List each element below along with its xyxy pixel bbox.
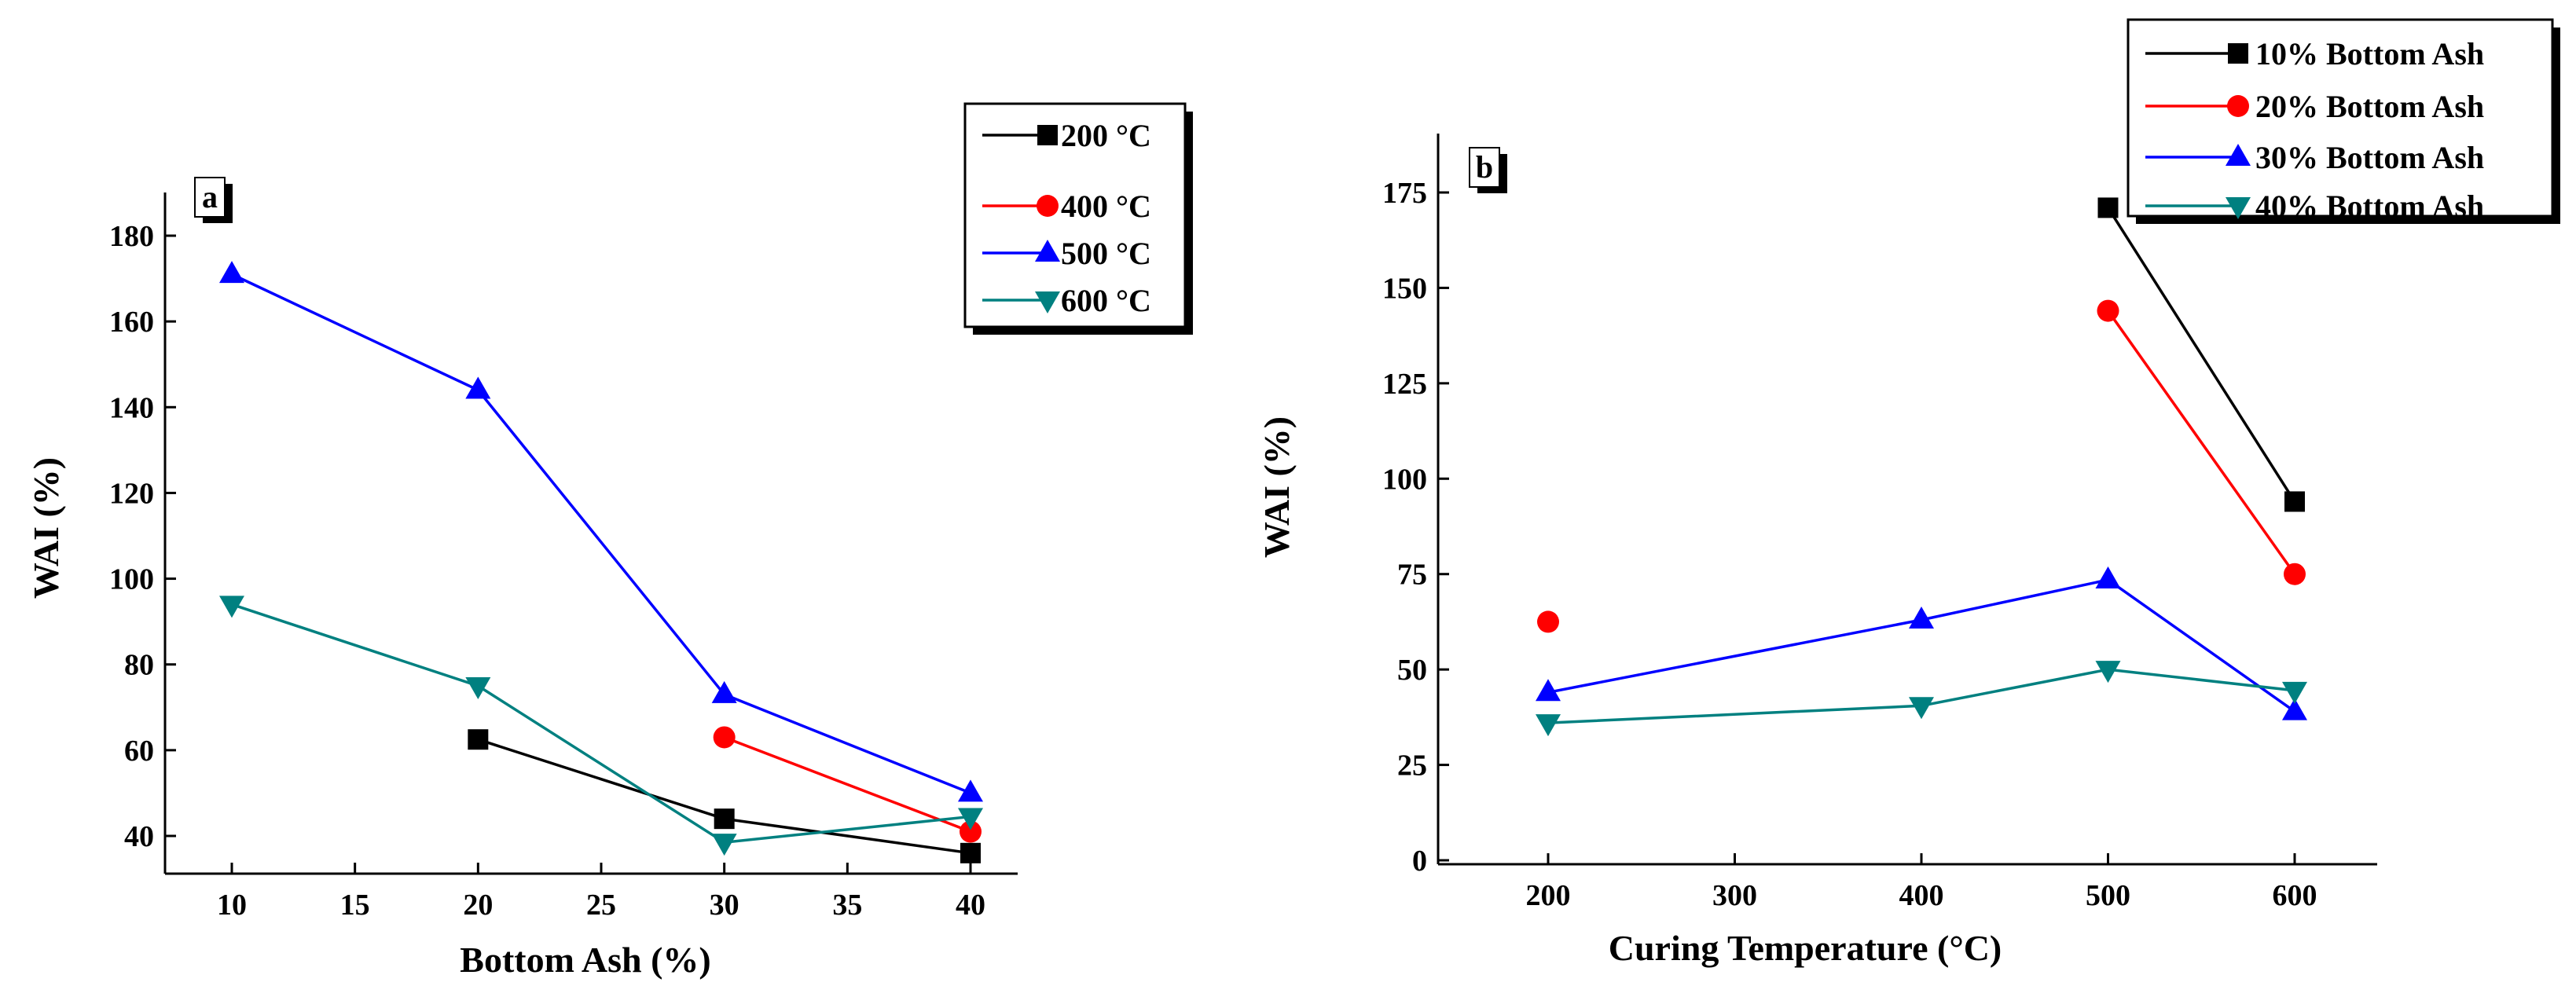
chart-a-legend-marker <box>1035 291 1060 313</box>
chart-b-y-tick-label: 50 <box>1397 654 1427 687</box>
chart-a-x-tick-label: 35 <box>832 889 862 922</box>
chart-b-y-tick-label: 150 <box>1382 272 1427 305</box>
chart-a-panel-label: a <box>202 179 218 214</box>
chart-b-plot: 0 25 50 75 100 125 150 175 200 300 400 500 600 <box>1382 134 2377 912</box>
chart-a-x-tick-label: 25 <box>586 889 616 922</box>
chart-a-x-tick-label: 30 <box>710 889 739 922</box>
chart-a-data-point <box>465 677 491 699</box>
chart-a-x-tick-label: 10 <box>217 889 247 922</box>
chart-a-y-tick-label: 120 <box>109 477 154 510</box>
chart-a-legend-marker <box>1035 240 1060 262</box>
chart-b-data-point <box>2095 661 2121 684</box>
chart-a-y-tick-label: 180 <box>109 220 154 253</box>
chart-a-data-point <box>465 376 491 399</box>
chart-a-legend-marker <box>1037 195 1059 217</box>
chart-b-legend-label: 20% Bottom Ash <box>2255 89 2484 124</box>
chart-b-legend-marker <box>2228 43 2248 64</box>
chart-b-data-point <box>2095 566 2121 588</box>
chart-a-series-line-3 <box>231 603 971 844</box>
chart-a-panel-label-box: a <box>194 177 233 223</box>
chart-a-y-axis-title: WAI (%) <box>26 457 66 599</box>
chart-a-data-point <box>960 842 981 863</box>
chart-b-series-line-3 <box>1547 668 2295 724</box>
chart-b-data-point <box>2282 681 2307 704</box>
chart-a-series-line-1 <box>724 735 971 834</box>
chart-b-y-tick-label: 100 <box>1382 463 1427 496</box>
chart-b-panel-label-box: b <box>1469 147 1507 193</box>
chart-b-series-line-0 <box>2107 207 2296 503</box>
chart-a-y-tick-label: 160 <box>109 306 154 339</box>
chart-a-legend: 200 °C 400 °C 500 °C 600 °C <box>963 102 1193 335</box>
chart-a-data-point <box>960 820 982 843</box>
chart-b-x-tick-label: 400 <box>1899 879 1944 912</box>
chart-a-x-tick-label: 20 <box>463 889 493 922</box>
chart-a: 40 60 80 100 120 140 160 180 10 15 20 25 30 35 40 a Bo… <box>26 102 1193 980</box>
chart-b: 0 25 50 75 100 125 150 175 200 300 400 500 600 b Cur… <box>1257 18 2560 968</box>
chart-b-data-point <box>1909 607 1934 629</box>
chart-b-legend-label: 40% Bottom Ash <box>2255 189 2484 224</box>
chart-b-data-point <box>2284 563 2306 585</box>
chart-b-y-axis-title: WAI (%) <box>1257 416 1297 558</box>
chart-b-data-point <box>1909 697 1934 720</box>
chart-b-legend-marker <box>2227 95 2249 117</box>
chart-a-plot: 40 60 80 100 120 140 160 180 10 15 20 25 30 35 40 <box>109 192 1018 922</box>
chart-a-data-point <box>219 596 244 618</box>
chart-a-series-line-2 <box>231 273 971 795</box>
chart-b-x-tick-label: 300 <box>1712 879 1757 912</box>
chart-b-y-tick-label: 0 <box>1412 845 1427 878</box>
chart-a-legend-label: 400 °C <box>1061 189 1151 224</box>
chart-a-x-axis-title: Bottom Ash (%) <box>460 940 710 980</box>
chart-b-series-line-2 <box>1547 578 2296 713</box>
chart-a-x-tick-label: 15 <box>340 889 370 922</box>
chart-b-data-point <box>2097 299 2119 322</box>
chart-b-x-tick-label: 500 <box>2086 879 2130 912</box>
chart-b-data-point <box>2097 197 2119 218</box>
chart-b-y-tick-label: 175 <box>1382 177 1427 210</box>
chart-b-legend-label: 10% Bottom Ash <box>2255 36 2484 71</box>
chart-b-data-point <box>2282 698 2307 720</box>
chart-a-y-tick-label: 80 <box>124 649 154 682</box>
chart-a-data-point <box>713 726 736 749</box>
chart-b-data-point <box>1536 714 1561 737</box>
chart-b-legend-label: 30% Bottom Ash <box>2255 140 2484 175</box>
chart-a-data-point <box>711 834 737 856</box>
chart-a-data-point <box>219 261 244 284</box>
chart-b-x-tick-label: 200 <box>1526 879 1571 912</box>
chart-a-x-tick-label: 40 <box>956 889 985 922</box>
chart-a-data-point <box>714 808 735 830</box>
chart-a-data-point <box>468 729 489 750</box>
chart-a-data-point <box>711 680 737 703</box>
chart-b-data-point <box>1537 610 1559 633</box>
chart-a-y-tick-label: 60 <box>124 735 154 768</box>
chart-b-panel-label: b <box>1476 149 1493 185</box>
chart-a-legend-label: 500 °C <box>1061 236 1151 271</box>
chart-a-y-tick-label: 140 <box>109 391 154 424</box>
chart-b-x-axis-title: Curing Temperature (°C) <box>1609 928 2002 968</box>
chart-b-data-point <box>1536 679 1561 702</box>
chart-b-y-tick-label: 75 <box>1397 559 1427 592</box>
chart-b-x-tick-label: 600 <box>2273 879 2317 912</box>
chart-a-y-tick-label: 40 <box>124 820 154 853</box>
chart-a-legend-marker <box>1037 125 1058 145</box>
chart-b-data-point <box>2284 491 2305 512</box>
chart-a-legend-label: 600 °C <box>1061 283 1151 318</box>
chart-a-legend-label: 200 °C <box>1061 118 1151 153</box>
chart-b-y-tick-label: 25 <box>1397 750 1427 783</box>
chart-b-y-tick-label: 125 <box>1382 368 1427 401</box>
chart-b-legend-marker <box>2226 144 2251 166</box>
chart-a-data-point <box>958 808 983 830</box>
chart-a-y-tick-label: 100 <box>109 563 154 596</box>
chart-b-series-line-1 <box>2107 310 2296 575</box>
chart-b-legend-marker <box>2226 197 2251 219</box>
chart-b-legend: 10% Bottom Ash 20% Bottom Ash 30% Bottom A… <box>2126 18 2560 224</box>
chart-a-data-point <box>958 779 983 802</box>
